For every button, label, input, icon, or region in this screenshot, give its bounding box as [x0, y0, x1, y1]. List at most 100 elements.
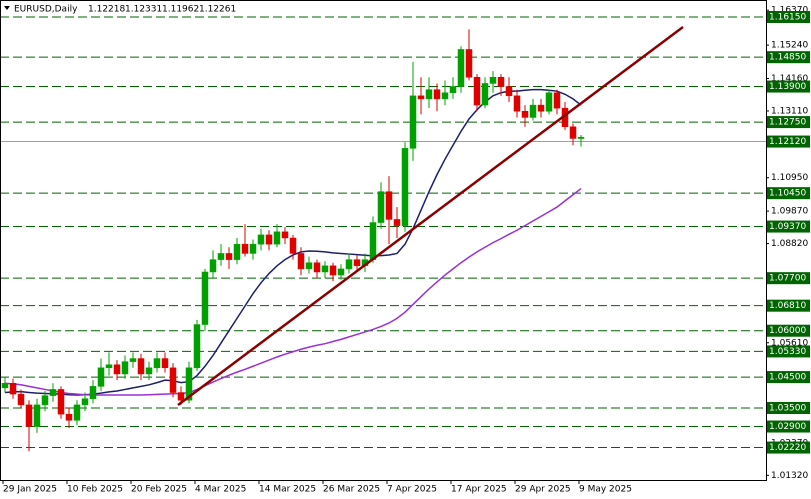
candle-body — [153, 358, 161, 369]
candle-body — [401, 148, 409, 226]
candle-body — [185, 367, 193, 401]
x-tick-label: 9 May 2025 — [579, 485, 632, 495]
level-label: 1.07700 — [769, 274, 806, 284]
level-label: 1.06000 — [769, 326, 806, 336]
candle-body — [433, 89, 441, 100]
candle-body — [409, 95, 417, 149]
last-close: 1.12261 — [199, 5, 236, 15]
candle-body — [385, 191, 393, 220]
level-label-box — [767, 420, 810, 433]
candle-body — [169, 367, 177, 393]
candle-body — [353, 259, 361, 267]
level-label: 1.16150 — [769, 12, 806, 22]
trend-line — [177, 25, 684, 407]
level-label-box — [767, 401, 810, 414]
candle-body — [241, 243, 249, 254]
candle-body — [265, 234, 273, 245]
candle-body — [161, 358, 169, 369]
level-label: 1.05330 — [769, 347, 806, 357]
y-tick-label: 1.01320 — [771, 471, 808, 481]
level-label-box — [767, 80, 810, 93]
level-label-box — [767, 299, 810, 312]
candle-body — [209, 259, 217, 273]
level-label: 1.12750 — [769, 118, 806, 128]
candle-body — [497, 77, 505, 87]
y-tick-label: 1.13110 — [771, 106, 808, 116]
candle-body — [105, 364, 113, 369]
candle-body — [193, 324, 201, 369]
candle-body — [369, 222, 377, 260]
candle-body — [129, 358, 137, 362]
candle-body — [57, 389, 65, 415]
candle-body — [329, 265, 337, 276]
level-label-box — [767, 10, 810, 23]
candle-body — [121, 361, 129, 375]
candle-body — [417, 95, 425, 100]
x-tick-label: 20 Feb 2025 — [131, 485, 187, 495]
candle-body — [457, 49, 465, 87]
x-tick-label: 26 Mar 2025 — [323, 485, 380, 495]
x-tick-label: 29 Jan 2025 — [3, 485, 57, 495]
y-tick-label: 1.05610 — [771, 338, 808, 348]
level-label: 1.14850 — [769, 53, 806, 63]
candle-body — [97, 367, 105, 387]
symbol: EURUSD,Daily — [14, 5, 78, 15]
level-label-box — [767, 220, 810, 233]
level-label-box — [767, 324, 810, 337]
plot-border — [0, 0, 767, 481]
level-label-box — [767, 441, 810, 454]
candle-body — [521, 111, 529, 118]
candle-body — [577, 136, 585, 139]
candle-body — [297, 253, 305, 270]
candle-body — [377, 191, 385, 223]
candle-body — [145, 367, 153, 375]
candle-body — [33, 404, 41, 427]
candle-body — [233, 243, 241, 260]
candle-body — [113, 364, 121, 375]
y-tick-label: 1.14160 — [771, 74, 808, 84]
candle-body — [217, 253, 225, 260]
level-label: 1.02900 — [769, 422, 806, 432]
x-tick-label: 29 Apr 2025 — [515, 485, 571, 495]
candle-body — [449, 86, 457, 93]
candle-body — [305, 262, 313, 270]
candle-body — [257, 234, 265, 245]
level-label: 1.13900 — [769, 82, 806, 92]
candle-body — [137, 358, 145, 375]
candle-body — [17, 393, 25, 406]
candle-body — [25, 404, 33, 427]
level-label: 1.02220 — [769, 443, 806, 453]
last-low: 1.11962 — [162, 5, 199, 15]
candle-body — [1, 383, 9, 389]
candle-body — [313, 262, 321, 273]
candle-body — [41, 395, 49, 406]
candle-body — [473, 77, 481, 106]
candle-body — [481, 83, 489, 106]
candle-body — [281, 231, 289, 239]
bid-label-box — [767, 135, 810, 148]
candle-body — [529, 104, 537, 118]
menu-icon[interactable] — [4, 6, 10, 10]
candle-body — [321, 265, 329, 273]
candle-body — [73, 404, 81, 421]
candle-body — [81, 398, 89, 406]
level-label: 1.03500 — [769, 403, 806, 413]
candle-body — [505, 86, 513, 97]
level-label: 1.10450 — [769, 189, 806, 199]
y-tick-label: 1.10950 — [771, 173, 808, 183]
plot-area — [0, 16, 766, 452]
level-label-box — [767, 116, 810, 129]
x-tick-label: 7 Apr 2025 — [387, 485, 437, 495]
level-label: 1.04500 — [769, 373, 806, 383]
candle-body — [225, 253, 233, 260]
candle-body — [489, 77, 497, 84]
candle-body — [345, 259, 353, 270]
x-tick-label: 14 Mar 2025 — [259, 485, 316, 495]
level-label-box — [767, 371, 810, 384]
candle-body — [337, 268, 345, 276]
level-label-box — [767, 272, 810, 285]
candle-body — [513, 95, 521, 112]
candle-body — [289, 237, 297, 254]
bid-label: 1.12120 — [769, 137, 806, 147]
